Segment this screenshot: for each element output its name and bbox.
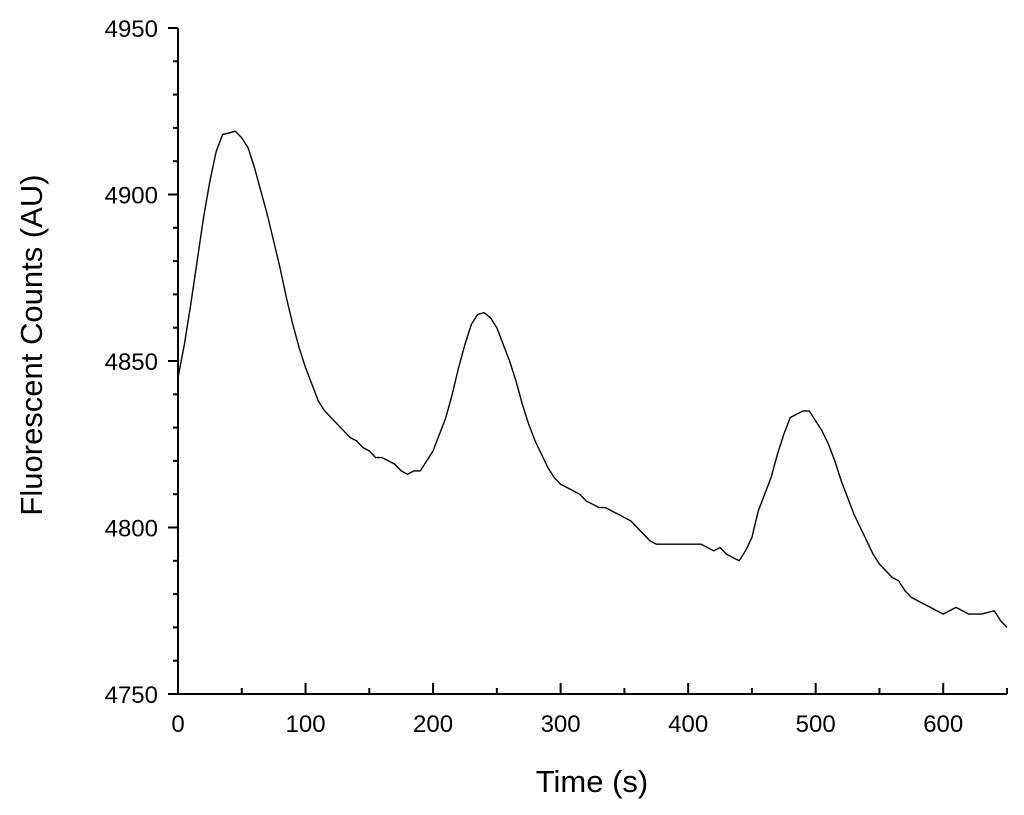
y-tick-label: 4950 xyxy=(105,16,158,43)
major-ticks xyxy=(168,27,945,695)
y-tick-label: 4750 xyxy=(105,682,158,709)
x-tick-label: 0 xyxy=(171,711,184,738)
x-tick-label: 100 xyxy=(286,711,326,738)
x-tick-label: 400 xyxy=(668,711,708,738)
x-axis-label: Time (s) xyxy=(536,764,649,799)
tick-labels: 0 100 200 300 400 500 600 4750 4800 4850 4900 4950 xyxy=(105,16,964,738)
y-tick-label: 4800 xyxy=(105,516,158,543)
y-axis-label: Fluorescent Counts (AU) xyxy=(14,174,49,515)
x-tick-label: 200 xyxy=(413,711,453,738)
y-tick-label: 4900 xyxy=(105,183,158,210)
series-line xyxy=(177,130,1008,628)
x-tick-label: 300 xyxy=(541,711,581,738)
x-tick-label: 500 xyxy=(796,711,836,738)
minor-ticks xyxy=(173,60,1008,694)
x-tick-label: 600 xyxy=(923,711,963,738)
y-tick-label: 4850 xyxy=(105,349,158,376)
